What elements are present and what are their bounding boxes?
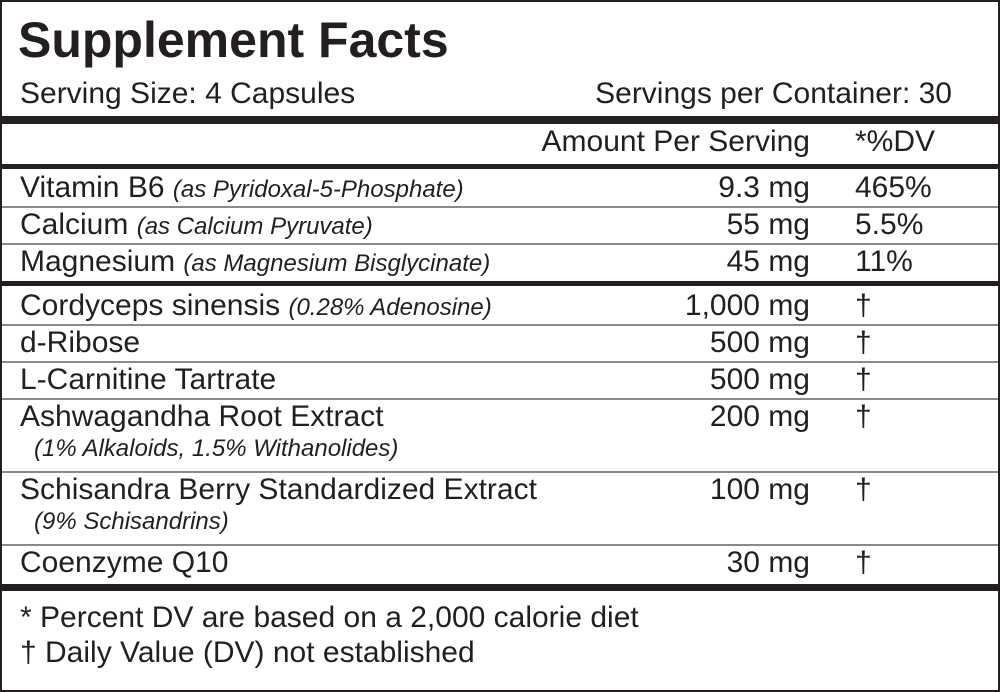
daily-value: † (855, 546, 872, 579)
sub-note: (9% Schisandrins) (34, 508, 229, 535)
nutrient-name: d-Ribose (20, 325, 140, 361)
nutrient-name: Coenzyme Q10 (20, 545, 228, 581)
row-line (2, 544, 998, 546)
name: L-Carnitine Tartrate (20, 363, 277, 396)
nutrient-name: L-Carnitine Tartrate (20, 362, 276, 398)
daily-value: † (855, 289, 872, 322)
row-line (2, 243, 998, 245)
amount: 9.3 mg (718, 171, 810, 204)
name: Calcium (20, 208, 129, 241)
daily-value: 5.5% (855, 208, 924, 241)
divider (2, 116, 998, 124)
amount: 45 mg (726, 245, 810, 278)
nutrient-name: Ashwagandha Root Extract (20, 399, 384, 435)
sub-note: (1% Alkaloids, 1.5% Withanolides) (34, 435, 399, 462)
row-line (2, 324, 998, 326)
daily-value: † (855, 400, 872, 433)
daily-value: 465% (855, 171, 932, 204)
divider (2, 164, 998, 169)
name: d-Ribose (20, 326, 141, 359)
name: Cordyceps sinensis (20, 289, 281, 322)
nutrient-name: Magnesium (as Magnesium Bisglycinate) (20, 244, 490, 282)
name: Coenzyme Q10 (20, 546, 229, 579)
footnote: * Percent DV are based on a 2,000 calori… (20, 601, 639, 634)
dv-header: *%DV (855, 125, 936, 158)
amount: 200 mg (709, 400, 810, 433)
note: (as Magnesium Bisglycinate) (183, 250, 491, 277)
note: (as Pyridoxal-5-Phosphate) (172, 176, 464, 203)
note: (as Calcium Pyruvate) (136, 213, 373, 240)
serving-size: Serving Size: 4 Capsules (20, 77, 356, 110)
note: (0.28% Adenosine) (288, 294, 492, 321)
amount-header: Amount Per Serving (541, 125, 810, 158)
nutrient-name: Cordyceps sinensis (0.28% Adenosine) (20, 288, 492, 326)
amount: 1,000 mg (684, 289, 810, 322)
amount: 500 mg (709, 363, 810, 396)
daily-value: 11% (855, 245, 913, 278)
row-line (2, 398, 998, 400)
row-line (2, 471, 998, 473)
title: Supplement Facts (18, 12, 449, 68)
divider (2, 281, 998, 286)
daily-value: † (855, 326, 872, 359)
amount: 500 mg (709, 326, 810, 359)
row-line (2, 361, 998, 363)
divider (2, 584, 998, 591)
daily-value: † (855, 363, 872, 396)
nutrient-name: Schisandra Berry Standardized Extract (20, 472, 537, 508)
name: Vitamin B6 (20, 171, 165, 204)
servings-per-container: Servings per Container: 30 (595, 77, 952, 110)
footnote: † Daily Value (DV) not established (20, 636, 475, 669)
amount: 55 mg (726, 208, 810, 241)
name: Ashwagandha Root Extract (20, 400, 384, 433)
row-line (2, 206, 998, 208)
amount: 30 mg (726, 546, 810, 579)
amount: 100 mg (709, 473, 810, 506)
nutrient-name: Calcium (as Calcium Pyruvate) (20, 207, 373, 245)
name: Magnesium (20, 245, 176, 278)
name: Schisandra Berry Standardized Extract (20, 473, 537, 506)
daily-value: † (855, 473, 872, 506)
nutrient-name: Vitamin B6 (as Pyridoxal-5-Phosphate) (20, 170, 464, 208)
